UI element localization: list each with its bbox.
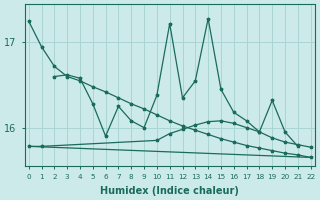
X-axis label: Humidex (Indice chaleur): Humidex (Indice chaleur) [100,186,239,196]
